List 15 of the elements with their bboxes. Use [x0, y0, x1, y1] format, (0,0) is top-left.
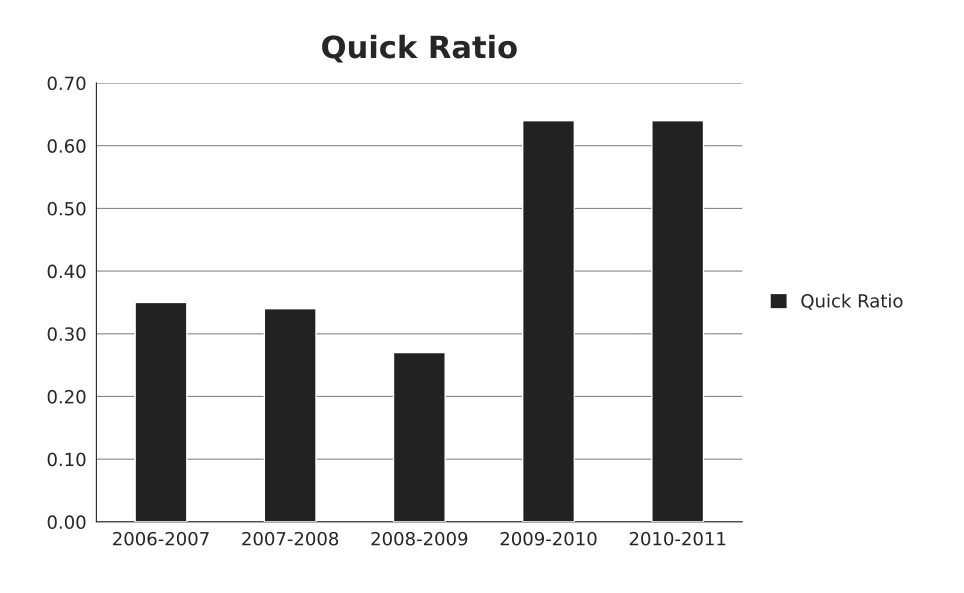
- y-tick-label: 0.30: [48, 327, 86, 341]
- y-tick-label: 0.60: [48, 139, 86, 153]
- x-tick-label: 2006-2007: [113, 532, 209, 546]
- chart-title: Quick Ratio: [322, 34, 517, 62]
- y-tick-label: 0.10: [48, 452, 86, 466]
- y-tick-label: 0.70: [48, 76, 86, 90]
- x-tick-label: 2008-2009: [371, 532, 468, 546]
- y-tick-label: 0.00: [48, 515, 86, 529]
- y-tick-label: 0.40: [48, 264, 86, 278]
- x-tick-label: 2009-2010: [500, 532, 597, 546]
- x-tick-label: 2007-2008: [242, 532, 338, 546]
- x-tick-label: 2010-2011: [630, 532, 726, 546]
- legend-label: Quick Ratio: [801, 294, 902, 310]
- y-tick-label: 0.50: [48, 202, 86, 216]
- y-tick-label: 0.20: [48, 390, 86, 404]
